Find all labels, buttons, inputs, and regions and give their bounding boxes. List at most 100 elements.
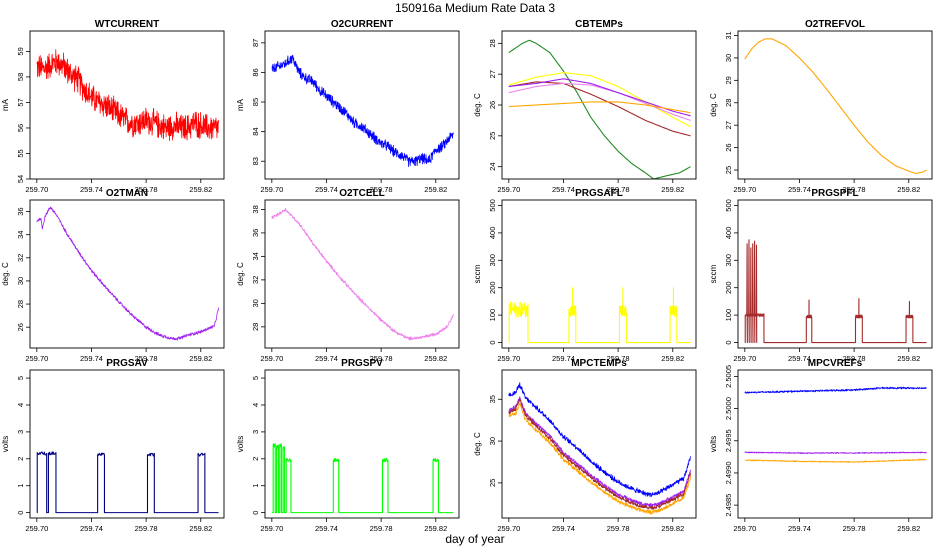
- wtcurrent-ytick-label: 59: [16, 47, 25, 55]
- o2trefvol-ytick-label: 26: [724, 143, 733, 151]
- mpctemps-plot-frame: [501, 369, 697, 519]
- prgsafl-ytick-label: 0: [488, 340, 497, 344]
- prgsafl-ylabel: sccm: [473, 264, 482, 283]
- prgsav-xtick-label: 259.70: [25, 524, 48, 533]
- cbtemps-ylabel: deg. C: [473, 93, 482, 117]
- mpctemps-xtick-label: 259.82: [661, 524, 684, 533]
- o2tcell-ytick-label: 32: [251, 276, 260, 284]
- wtcurrent-ytick-label: 58: [16, 73, 25, 81]
- o2tcell-ytick-label: 36: [251, 229, 260, 237]
- o2current-ylabel: mA: [236, 98, 245, 111]
- prgsav-ylabel: volts: [1, 436, 10, 452]
- prgspfl-title: PRGSPFL: [811, 188, 858, 199]
- cbtemps-xtick-label: 259.70: [497, 185, 520, 194]
- o2current-ytick-label: 83: [251, 157, 260, 165]
- prgspfl-plot-frame: [737, 199, 933, 349]
- o2trefvol-ytick-label: 31: [724, 31, 733, 39]
- mpctemps-xtick-label: 259.78: [607, 524, 630, 533]
- o2trefvol-title: O2TREFVOL: [805, 19, 865, 30]
- o2tcell-plot-frame: [264, 199, 460, 349]
- prgspfl-xtick-label: 259.70: [733, 354, 756, 363]
- mpcvrefs-xtick-label: 259.70: [733, 524, 756, 533]
- cbtemps-series-purple: [508, 78, 691, 117]
- prgsafl-xtick-label: 259.78: [607, 354, 630, 363]
- prgspfl-xtick-label: 259.78: [843, 354, 866, 363]
- prgsafl-plot-frame: [501, 199, 697, 349]
- prgsav-plot-frame: [29, 369, 225, 519]
- o2trefvol-ytick-label: 29: [724, 76, 733, 84]
- o2tman-ytick-label: 36: [16, 207, 25, 215]
- prgspv-ylabel: volts: [236, 436, 245, 452]
- mpctemps-ytick-label: 35: [488, 395, 497, 403]
- mpcvrefs-ytick-label: 2.4985: [724, 494, 733, 517]
- panel-prgspfl: PRGSPFL sccm 259.70 259.74 259.78 259.82 0 100 2…: [709, 188, 933, 363]
- prgsav-ytick-label: 0: [16, 511, 25, 515]
- o2tcell-xtick-label: 259.70: [260, 354, 283, 363]
- mpcvrefs-ytick-label: 2.4995: [724, 429, 733, 452]
- mpcvrefs-ytick-label: 2.5000: [724, 397, 733, 420]
- prgsafl-xtick-label: 259.82: [661, 354, 684, 363]
- o2trefvol-ytick-label: 25: [724, 166, 733, 174]
- mpcvrefs-ytick-label: 2.5005: [724, 365, 733, 388]
- o2tman-xtick-label: 259.78: [135, 354, 158, 363]
- prgspfl-ytick-label: 300: [724, 254, 733, 267]
- cbtemps-plot-frame: [501, 30, 697, 180]
- o2tcell-series-o2tcell: [271, 207, 454, 341]
- o2trefvol-series-o2trefvol: [744, 38, 927, 174]
- prgsafl-series-prgsafl: [508, 287, 691, 344]
- o2tman-ytick-label: 34: [16, 231, 25, 239]
- cbtemps-ytick-label: 27: [488, 70, 497, 78]
- prgsafl-ytick-label: 400: [488, 227, 497, 240]
- wtcurrent-ytick-label: 57: [16, 98, 25, 106]
- wtcurrent-ytick-label: 54: [16, 175, 25, 183]
- prgspfl-ytick-label: 500: [724, 199, 733, 212]
- prgsav-ytick-label: 2: [16, 457, 25, 461]
- mpcvrefs-series-purple: [744, 451, 927, 455]
- cbtemps-series-green: [508, 39, 691, 180]
- cbtemps-ytick-label: 24: [488, 162, 497, 170]
- panel-wtcurrent: WTCURRENT mA 259.70 259.74 259.78 259.82 54 55 5…: [1, 19, 225, 194]
- o2current-ytick-label: 85: [251, 98, 260, 106]
- panel-o2trefvol: O2TREFVOL deg. C 259.70 259.74 259.78 259.82 2…: [709, 19, 933, 194]
- prgsafl-ytick-label: 100: [488, 309, 497, 322]
- prgsav-ytick-label: 3: [16, 430, 25, 434]
- mpcvrefs-xtick-label: 259.74: [788, 524, 811, 533]
- mpctemps-series-orange: [508, 402, 691, 515]
- prgspv-ytick-label: 1: [251, 484, 260, 488]
- prgspv-ytick-label: 4: [251, 403, 260, 407]
- figure-title: 150916a Medium Rate Data 3: [395, 1, 555, 15]
- prgspv-ytick-label: 2: [251, 457, 260, 461]
- o2trefvol-ytick-label: 28: [724, 99, 733, 107]
- wtcurrent-ytick-label: 56: [16, 124, 25, 132]
- o2trefvol-ylabel: deg. C: [709, 93, 718, 117]
- o2current-xtick-label: 259.74: [315, 185, 338, 194]
- wtcurrent-ytick-label: 55: [16, 149, 25, 157]
- prgsav-xtick-label: 259.74: [80, 524, 103, 533]
- o2current-ytick-label: 86: [251, 68, 260, 76]
- prgspfl-ytick-label: 0: [724, 340, 733, 344]
- mpctemps-series-purple: [508, 396, 691, 508]
- panel-o2tcell: O2TCELL deg. C 259.70 259.74 259.78 259.82 28 3…: [236, 188, 460, 363]
- cbtemps-title: CBTEMPs: [575, 19, 623, 30]
- cbtemps-ytick-label: 28: [488, 39, 497, 47]
- o2tcell-title: O2TCELL: [339, 188, 385, 199]
- prgsafl-ytick-label: 500: [488, 199, 497, 212]
- wtcurrent-xtick-label: 259.82: [189, 185, 212, 194]
- o2current-title: O2CURRENT: [331, 19, 393, 30]
- o2current-xtick-label: 259.70: [260, 185, 283, 194]
- o2tcell-xtick-label: 259.82: [424, 354, 447, 363]
- mpcvrefs-series-orange: [744, 458, 927, 463]
- mpcvrefs-xtick-label: 259.82: [897, 524, 920, 533]
- panel-mpctemps: MPCTEMPs deg. C 259.70 259.74 259.78 259.82 25…: [473, 358, 697, 533]
- prgspv-xtick-label: 259.82: [424, 524, 447, 533]
- cbtemps-ytick-label: 25: [488, 132, 497, 140]
- prgsav-xtick-label: 259.78: [135, 524, 158, 533]
- panel-mpcvrefs: MPCVREFs volts 259.70 259.74 259.78 259.82 2.4…: [709, 358, 933, 533]
- o2tcell-ytick-label: 28: [251, 323, 260, 331]
- prgspv-xtick-label: 259.70: [260, 524, 283, 533]
- o2trefvol-xtick-label: 259.78: [843, 185, 866, 194]
- o2current-series-o2current: [271, 54, 454, 168]
- mpctemps-ylabel: deg. C: [473, 432, 482, 456]
- mpctemps-xtick-label: 259.74: [552, 524, 575, 533]
